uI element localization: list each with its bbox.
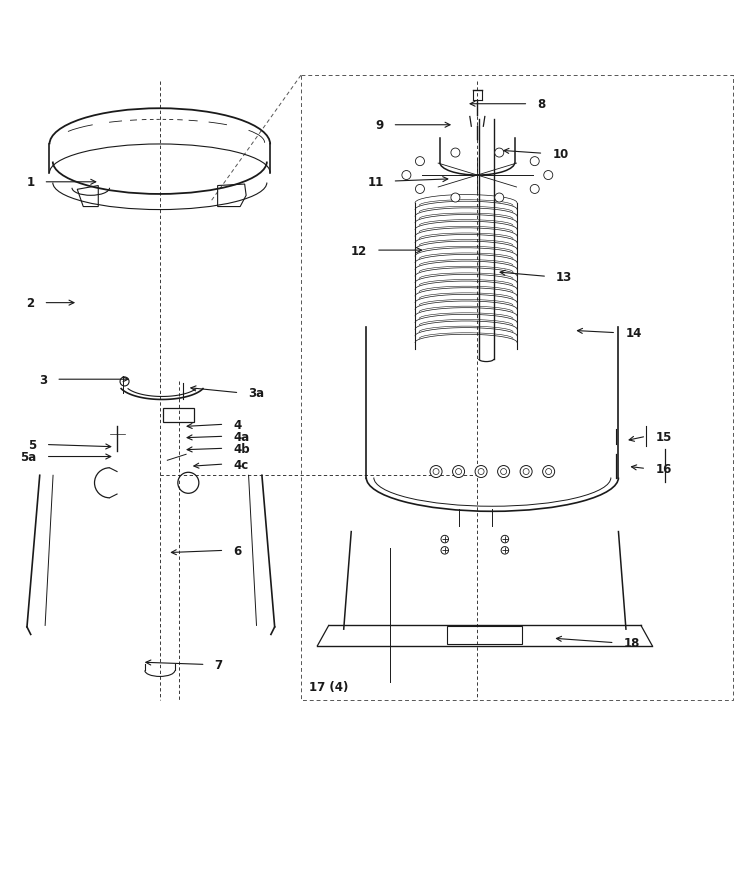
Circle shape [402,171,411,181]
Text: 6: 6 [233,544,241,557]
Circle shape [495,194,504,202]
Circle shape [495,149,504,158]
Text: 10: 10 [553,148,569,161]
Text: 14: 14 [625,327,641,340]
Circle shape [501,547,508,554]
Circle shape [433,469,439,475]
Circle shape [546,469,552,475]
Circle shape [453,466,465,478]
Circle shape [530,157,539,167]
Text: 9: 9 [375,119,384,132]
Text: 16: 16 [655,462,672,475]
Circle shape [523,469,529,475]
Text: 5a: 5a [20,450,37,463]
Text: 4a: 4a [233,430,250,443]
Text: 4b: 4b [233,442,250,455]
Text: 8: 8 [538,98,546,111]
Circle shape [415,185,424,194]
Text: 13: 13 [556,270,572,283]
Text: 3a: 3a [248,387,265,400]
Circle shape [501,469,507,475]
Text: 2: 2 [26,297,35,309]
Text: 1: 1 [26,176,35,189]
Circle shape [543,466,555,478]
Text: 5: 5 [29,439,37,452]
Circle shape [430,466,442,478]
Bar [163,409,194,422]
Circle shape [451,149,460,158]
Circle shape [415,157,424,167]
Circle shape [530,185,539,194]
Text: 11: 11 [367,176,384,189]
Text: 18: 18 [623,636,640,649]
Text: 4c: 4c [233,458,249,471]
Circle shape [475,466,487,478]
Text: 7: 7 [214,658,223,671]
Circle shape [441,547,448,554]
Text: 4: 4 [233,418,241,431]
Text: 12: 12 [350,244,367,257]
Text: 15: 15 [655,430,672,443]
Text: 17 (4): 17 (4) [309,680,348,693]
Circle shape [441,535,448,543]
Circle shape [520,466,532,478]
Circle shape [501,535,508,543]
Circle shape [478,469,484,475]
Bar [447,627,523,645]
Circle shape [451,194,460,202]
Circle shape [498,466,510,478]
Circle shape [544,171,553,181]
Circle shape [456,469,462,475]
Text: 3: 3 [39,374,47,386]
